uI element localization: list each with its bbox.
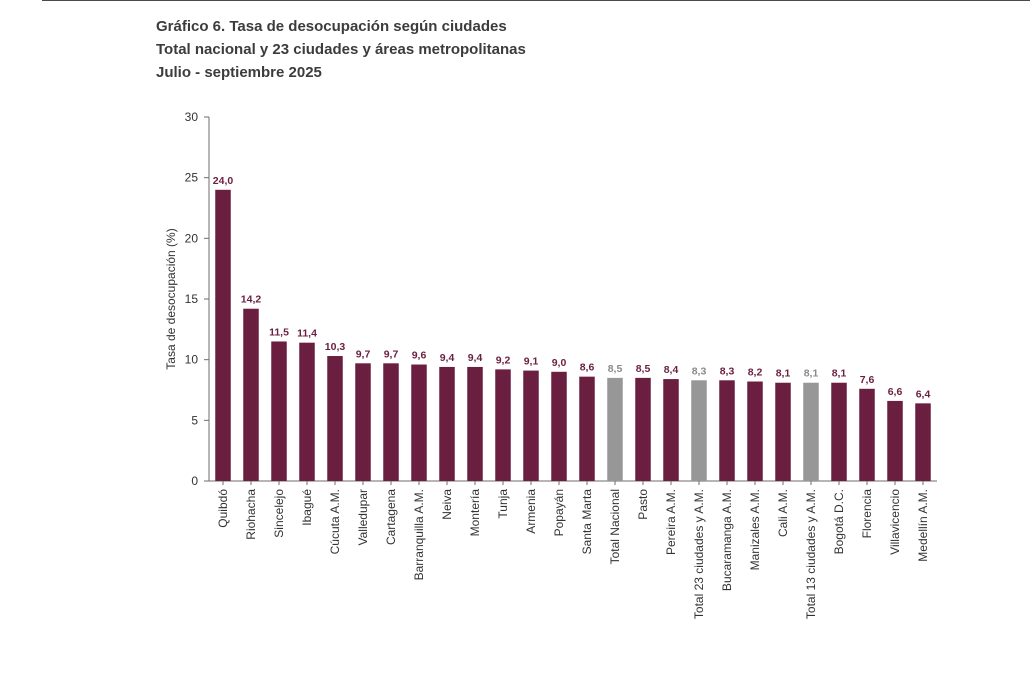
bar-10 <box>495 369 511 481</box>
category-label: Cali A.M. <box>776 489 790 537</box>
bar-25 <box>915 403 931 481</box>
value-label: 24,0 <box>213 175 234 187</box>
y-axis-title: Tasa de desocupación (%) <box>164 228 178 369</box>
value-label: 8,5 <box>636 363 651 375</box>
bar-8 <box>439 366 455 481</box>
category-label: Bogotá D.C. <box>832 489 846 554</box>
category-label: Villavicencio <box>888 489 902 555</box>
bar-7 <box>411 364 427 481</box>
bar-12 <box>551 371 567 481</box>
bar-11 <box>523 370 539 481</box>
category-label: Cartagena <box>384 489 398 545</box>
value-label: 8,1 <box>776 368 791 380</box>
value-label: 9,4 <box>468 352 483 364</box>
value-label: 9,7 <box>384 348 399 360</box>
value-label: 8,1 <box>832 368 847 380</box>
bar-16 <box>663 379 679 481</box>
bar-18 <box>719 380 735 481</box>
category-label: Quibdó <box>216 489 230 528</box>
y-tick-label: 25 <box>185 171 199 185</box>
value-label: 8,2 <box>748 367 763 379</box>
category-label: Manizales A.M. <box>748 489 762 570</box>
value-label: 9,6 <box>412 350 427 362</box>
value-label: 9,0 <box>552 357 567 369</box>
category-label: Valledupar <box>356 489 370 545</box>
value-label: 9,7 <box>356 348 371 360</box>
bar-20 <box>775 382 791 481</box>
category-label: Bucaramanga A.M. <box>720 489 734 591</box>
chart-subtitle: Total nacional y 23 ciudades y áreas met… <box>156 41 526 58</box>
category-label: Popayán <box>552 489 566 536</box>
y-tick-label: 30 <box>185 110 199 124</box>
value-label: 11,5 <box>269 326 289 338</box>
bar-9 <box>467 366 483 481</box>
category-label: Florencia <box>860 489 874 539</box>
bar-13 <box>579 376 595 481</box>
value-label: 8,6 <box>580 362 595 374</box>
bar-1 <box>243 308 259 481</box>
category-label: Medellín A.M. <box>916 489 930 562</box>
bar-23 <box>859 388 875 481</box>
value-label: 8,4 <box>664 364 679 376</box>
bar-3 <box>299 342 315 481</box>
category-label: Santa Marta <box>580 489 594 555</box>
chart-header: Gráfico 6. Tasa de desocupación según ci… <box>156 15 526 84</box>
bar-22 <box>831 382 847 481</box>
value-label: 10,3 <box>325 341 346 353</box>
value-label: 11,4 <box>297 328 317 340</box>
value-label: 9,1 <box>524 356 539 368</box>
category-label: Armenia <box>524 489 538 534</box>
bar-5 <box>355 363 371 481</box>
category-label: Barranquilla A.M. <box>412 489 426 580</box>
category-label: Pereira A.M. <box>664 489 678 555</box>
value-label: 8,5 <box>608 363 623 375</box>
category-label: Total 23 ciudades y A.M. <box>692 489 706 619</box>
chart-period: Julio - septiembre 2025 <box>156 64 322 81</box>
value-label: 8,3 <box>692 365 707 377</box>
category-label: Total Nacional <box>608 489 622 564</box>
bar-24 <box>887 400 903 481</box>
category-label: Tunja <box>496 489 510 519</box>
value-label: 6,4 <box>916 388 931 400</box>
chart-title: Gráfico 6. Tasa de desocupación según ci… <box>156 18 507 35</box>
bar-19 <box>747 381 763 481</box>
bar-4 <box>327 356 343 481</box>
category-label: Pasto <box>636 489 650 520</box>
y-tick-label: 15 <box>185 292 199 306</box>
value-label: 8,3 <box>720 365 735 377</box>
y-tick-label: 20 <box>185 231 199 245</box>
category-label: Montería <box>468 489 482 537</box>
category-label: Neiva <box>440 489 454 520</box>
bar-6 <box>383 363 399 481</box>
category-label: Ibagué <box>300 489 314 526</box>
bar-0 <box>215 189 231 482</box>
bar-15 <box>635 377 651 481</box>
y-tick-label: 0 <box>191 474 198 488</box>
bar-14 <box>607 377 623 481</box>
category-label: Riohacha <box>244 489 258 540</box>
value-label: 6,6 <box>888 386 903 398</box>
value-label: 14,2 <box>241 294 262 306</box>
y-tick-label: 5 <box>191 413 198 427</box>
bar-2 <box>271 341 287 481</box>
bar-17 <box>691 380 707 481</box>
y-tick-label: 10 <box>185 353 199 367</box>
value-label: 8,1 <box>804 368 819 380</box>
category-label: Total 13 ciudades y A.M. <box>804 489 818 619</box>
value-label: 7,6 <box>860 374 875 386</box>
value-label: 9,4 <box>440 352 455 364</box>
value-label: 9,2 <box>496 354 511 366</box>
bar-21 <box>803 382 819 481</box>
category-label: Cúcuta A.M. <box>328 489 342 554</box>
top-rule <box>42 0 1030 1</box>
category-label: Sincelejo <box>272 489 286 538</box>
